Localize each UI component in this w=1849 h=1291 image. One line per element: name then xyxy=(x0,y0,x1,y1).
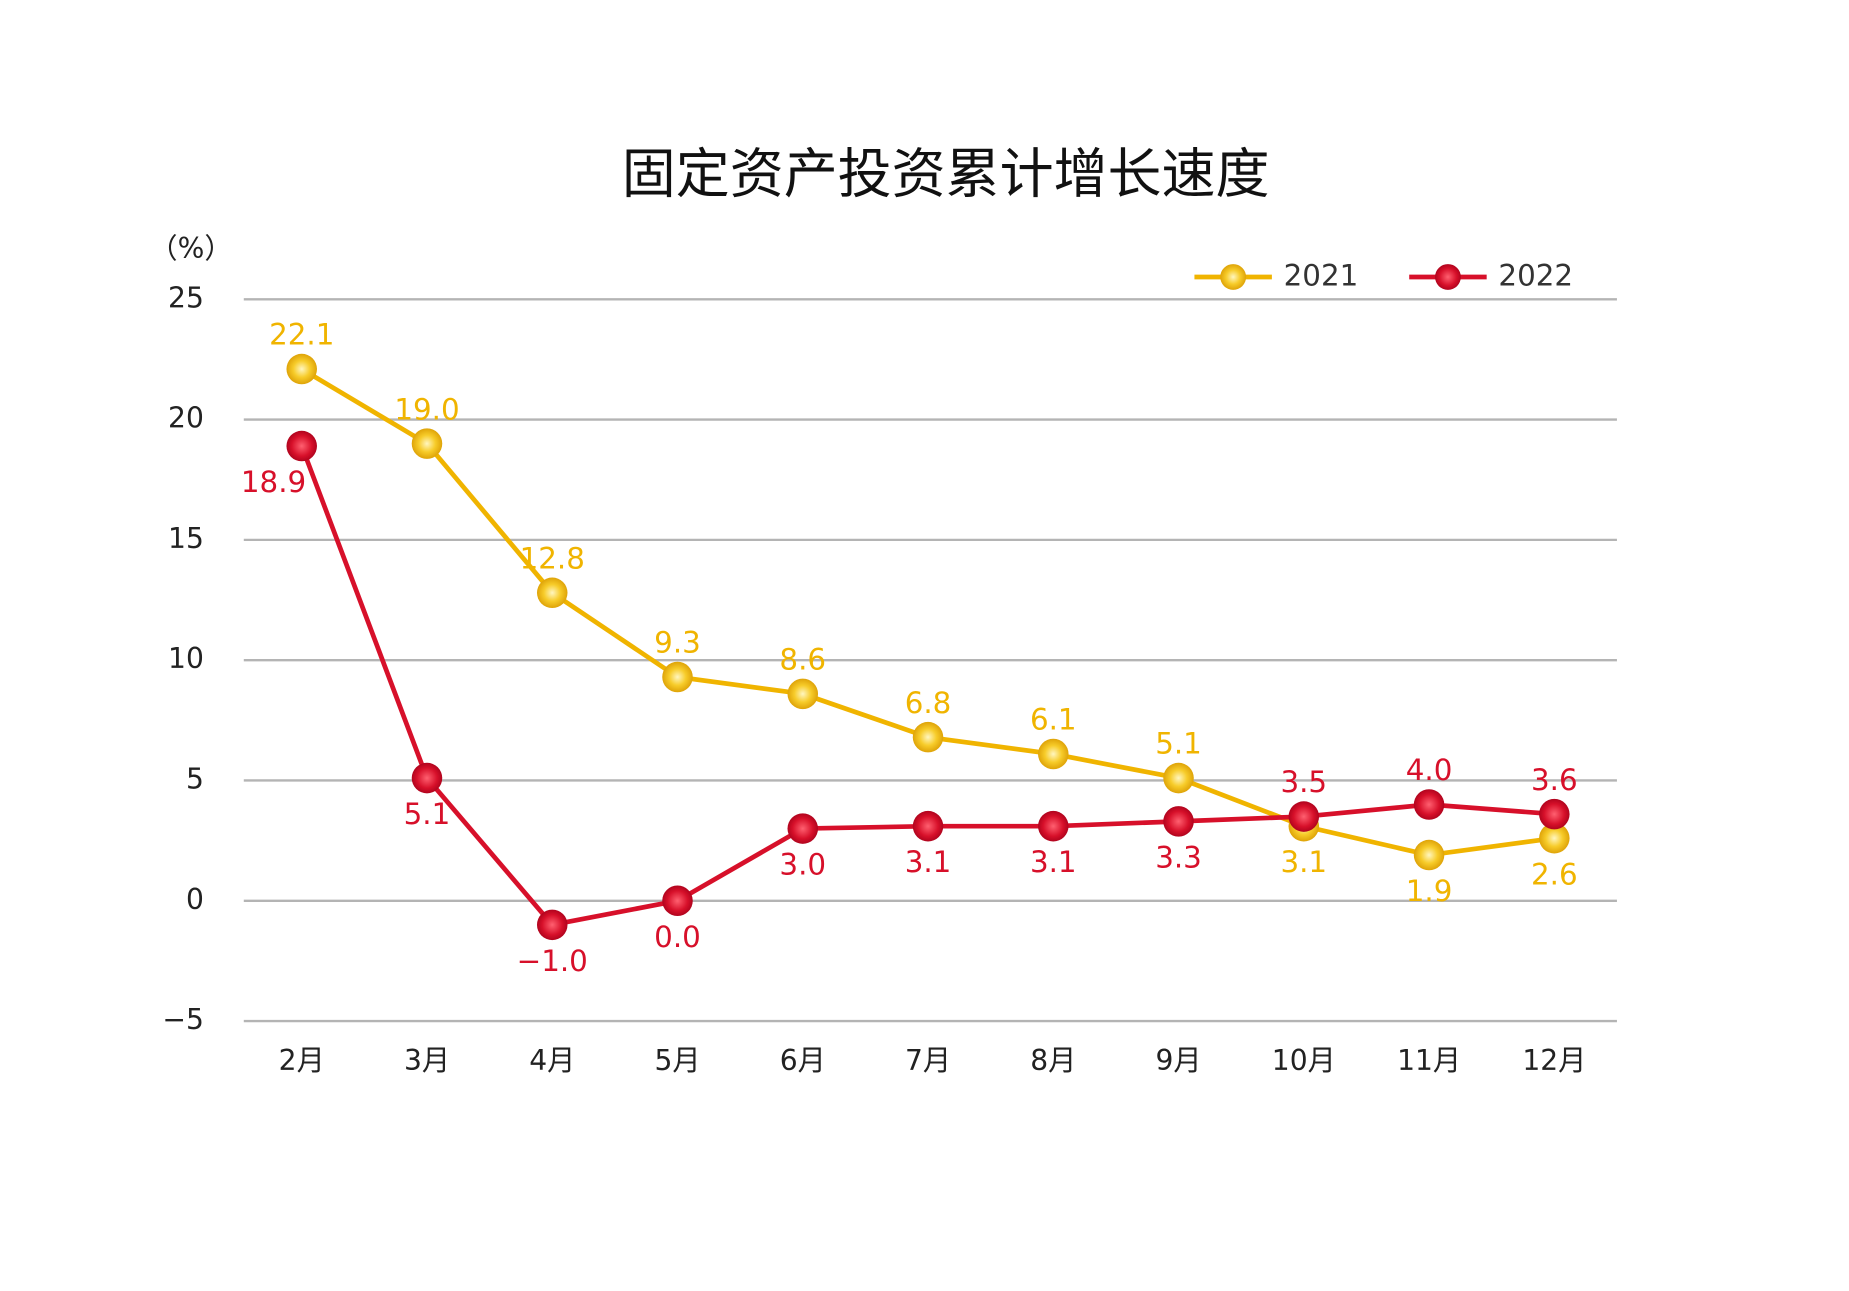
data-point xyxy=(1539,822,1570,854)
y-tick-label: 0 xyxy=(186,883,204,916)
x-tick-label: 10月 xyxy=(1272,1044,1336,1077)
data-label: −1.0 xyxy=(517,944,588,978)
chart-title: 固定资产投资累计增长速度 xyxy=(622,142,1270,205)
y-tick-label: 10 xyxy=(168,642,204,675)
data-label: 4.0 xyxy=(1406,753,1453,787)
data-label: 3.0 xyxy=(779,848,826,882)
data-point xyxy=(286,353,317,385)
legend-label: 2021 xyxy=(1284,258,1359,292)
data-label: 3.5 xyxy=(1280,765,1327,799)
data-label: 3.1 xyxy=(1030,845,1077,879)
x-tick-label: 4月 xyxy=(529,1044,575,1077)
x-tick-label: 9月 xyxy=(1155,1044,1201,1077)
data-label: 8.6 xyxy=(779,642,826,676)
series-line xyxy=(300,367,1555,858)
data-label: 9.3 xyxy=(654,626,701,660)
data-point xyxy=(1163,806,1194,837)
y-axis-unit: （%） xyxy=(149,232,232,265)
data-point xyxy=(662,661,693,693)
data-label: 6.8 xyxy=(905,686,952,720)
data-point xyxy=(787,678,819,710)
x-tick-label: 5月 xyxy=(654,1044,700,1077)
y-tick-label: 25 xyxy=(168,281,204,314)
data-point xyxy=(536,577,568,609)
data-label: 3.1 xyxy=(1280,845,1327,879)
data-point xyxy=(1413,789,1445,820)
x-tick-label: 2月 xyxy=(279,1044,325,1077)
data-point xyxy=(1038,738,1069,770)
data-point xyxy=(286,430,317,462)
data-label: 5.1 xyxy=(404,797,451,831)
legend-marker xyxy=(1435,264,1461,290)
data-label: 6.1 xyxy=(1030,703,1077,737)
data-label: 3.3 xyxy=(1155,840,1202,874)
data-point xyxy=(411,762,443,794)
y-tick-label: 15 xyxy=(168,522,204,555)
data-label: 22.1 xyxy=(269,318,334,352)
data-point xyxy=(787,813,819,844)
x-tick-label: 8月 xyxy=(1030,1044,1076,1077)
data-label: 19.0 xyxy=(394,392,459,426)
x-tick-label: 11月 xyxy=(1397,1044,1461,1077)
data-point xyxy=(1038,810,1069,842)
data-point xyxy=(912,721,944,753)
data-point xyxy=(1413,839,1445,871)
data-label: 1.9 xyxy=(1406,874,1453,908)
data-point xyxy=(1163,762,1194,794)
y-tick-label: 5 xyxy=(186,762,204,795)
legend-marker xyxy=(1220,264,1247,290)
data-point xyxy=(912,810,944,842)
data-label: 2.6 xyxy=(1531,857,1578,891)
x-tick-label: 6月 xyxy=(780,1044,826,1077)
data-label: 0.0 xyxy=(654,920,701,954)
data-label: 5.1 xyxy=(1155,727,1202,761)
data-point xyxy=(1288,801,1320,832)
data-label: 3.6 xyxy=(1531,763,1578,797)
data-point xyxy=(1539,798,1570,830)
x-tick-label: 3月 xyxy=(404,1044,450,1077)
y-tick-label: −5 xyxy=(162,1003,204,1036)
data-label: 18.9 xyxy=(241,465,306,499)
data-label: 3.1 xyxy=(905,845,952,879)
data-label: 12.8 xyxy=(520,541,585,575)
x-tick-label: 12月 xyxy=(1522,1044,1586,1077)
data-point xyxy=(411,428,443,459)
data-point xyxy=(536,909,568,941)
x-tick-label: 7月 xyxy=(905,1044,951,1077)
y-tick-label: 20 xyxy=(168,402,204,435)
legend-label: 2022 xyxy=(1498,258,1573,292)
data-point xyxy=(662,885,693,917)
